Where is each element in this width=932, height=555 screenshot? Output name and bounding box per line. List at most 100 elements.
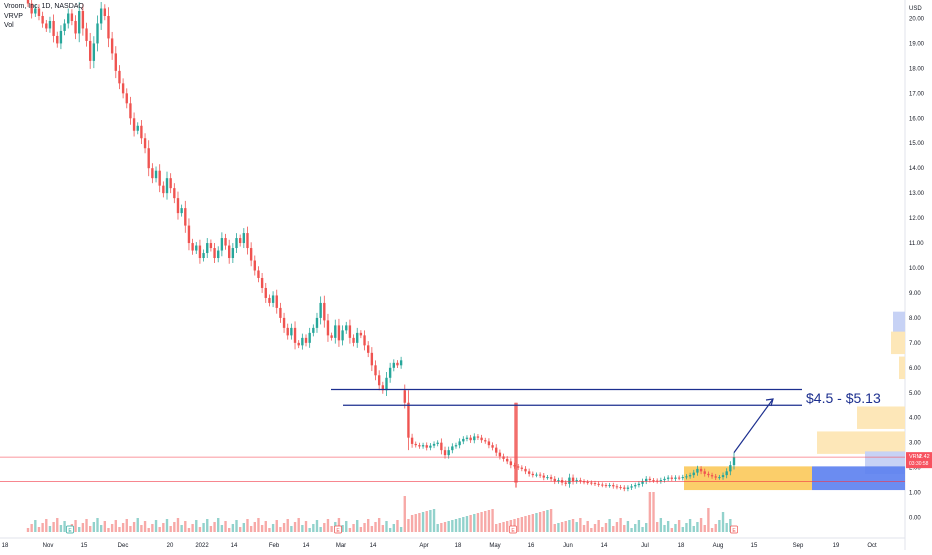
candle-body — [337, 325, 341, 341]
arrow-head — [765, 398, 774, 407]
candle-body — [158, 170, 161, 186]
candle-body — [352, 337, 355, 343]
earnings-marker[interactable] — [334, 525, 342, 534]
volume-bar — [663, 525, 666, 532]
candle-body — [41, 15, 44, 24]
y-tick-label: 9.00 — [909, 291, 921, 297]
volume-bar — [699, 518, 703, 532]
volume-bar — [729, 519, 732, 532]
volume-bar — [132, 522, 136, 532]
volume-bar — [326, 519, 330, 532]
candle-body — [626, 487, 630, 489]
candle-body — [304, 337, 308, 343]
volume-bar — [421, 512, 425, 532]
candle-body — [85, 28, 88, 41]
volume-bar — [670, 528, 674, 532]
price-tag-value: 2.42 — [919, 454, 930, 460]
candle-body — [147, 148, 150, 169]
candle-body — [173, 188, 176, 199]
candle-body — [323, 302, 326, 321]
x-tick-label: 14 — [601, 543, 608, 549]
candle-body — [480, 437, 483, 441]
volume-bar — [645, 523, 648, 532]
candle-body — [619, 487, 622, 489]
candle-body — [78, 10, 81, 34]
volume-bar — [206, 519, 209, 532]
candle-body — [330, 335, 333, 338]
candle-body — [615, 486, 619, 488]
volume-bar — [121, 523, 125, 532]
candle-body — [535, 474, 538, 476]
volume-bar — [345, 521, 348, 532]
volume-bar — [677, 520, 681, 532]
candle-body — [45, 23, 48, 29]
volume-bar — [290, 526, 293, 532]
volume-bar — [85, 519, 88, 532]
price-range-annotation[interactable]: $4.5 - $5.13 — [806, 390, 881, 406]
volume-bar — [524, 516, 527, 532]
volume-bar — [410, 515, 414, 532]
candle-body — [714, 476, 717, 478]
currency-label: USD — [909, 6, 922, 12]
candle-body — [681, 477, 684, 479]
volume-bar — [268, 528, 271, 532]
volume-bar — [615, 522, 619, 532]
symbol-legend[interactable]: Vroom, Inc. 1D, NASDAQ — [4, 3, 84, 10]
candle-body — [421, 445, 425, 447]
candle-body — [279, 307, 282, 318]
x-tick-label: Mar — [336, 543, 346, 549]
price-tag[interactable] — [906, 452, 932, 469]
candle-body — [506, 458, 509, 462]
candle-body — [348, 325, 352, 338]
candle-body — [125, 93, 128, 104]
y-tick-label: 4.00 — [909, 416, 921, 422]
volume-bar — [707, 508, 710, 532]
candle-body — [703, 471, 706, 474]
candle-body — [436, 442, 439, 444]
volume-bar — [619, 518, 622, 532]
candle-body — [143, 138, 147, 149]
earnings-marker[interactable] — [509, 525, 517, 534]
volume-bar — [440, 523, 443, 532]
candle-body — [249, 248, 253, 261]
candle-body — [198, 245, 202, 259]
candle-body — [220, 238, 224, 251]
indicator-vrvp-label[interactable]: VRVP — [4, 13, 23, 20]
volume-bar — [260, 525, 264, 532]
volume-bar — [476, 513, 480, 532]
volume-bar — [286, 519, 289, 532]
volume-bar — [506, 521, 509, 532]
volume-bar — [34, 520, 37, 532]
candle-body — [228, 245, 231, 259]
earnings-marker[interactable] — [730, 525, 738, 534]
candle-body — [56, 35, 59, 44]
vrvp-value-area-up — [684, 466, 812, 491]
candle-body — [176, 198, 180, 214]
candle-body — [674, 477, 677, 479]
y-tick-label: 5.00 — [909, 391, 921, 397]
candle-body — [81, 10, 85, 29]
volume-bar — [557, 523, 560, 532]
volume-bar — [535, 513, 538, 532]
volume-bar — [626, 521, 630, 532]
volume-bar — [147, 528, 150, 532]
volume-bar — [458, 518, 461, 532]
volume-bar — [396, 520, 399, 532]
candle-body — [462, 438, 465, 442]
indicator-vol-label[interactable]: Vol — [4, 22, 14, 29]
volume-bar — [469, 515, 472, 532]
candle-body — [670, 477, 674, 479]
trend-arrow[interactable] — [733, 398, 774, 454]
candle-body — [520, 467, 524, 469]
candle-body — [432, 443, 436, 446]
candle-body — [575, 480, 578, 482]
candle-body — [74, 20, 77, 34]
candle-body — [516, 466, 520, 468]
volume-bar — [297, 518, 300, 532]
volume-bar — [714, 524, 717, 532]
y-tick-label: 13.00 — [909, 191, 925, 197]
y-tick-label: 12.00 — [909, 216, 925, 222]
candle-body — [132, 118, 136, 131]
earnings-marker[interactable] — [66, 525, 74, 534]
